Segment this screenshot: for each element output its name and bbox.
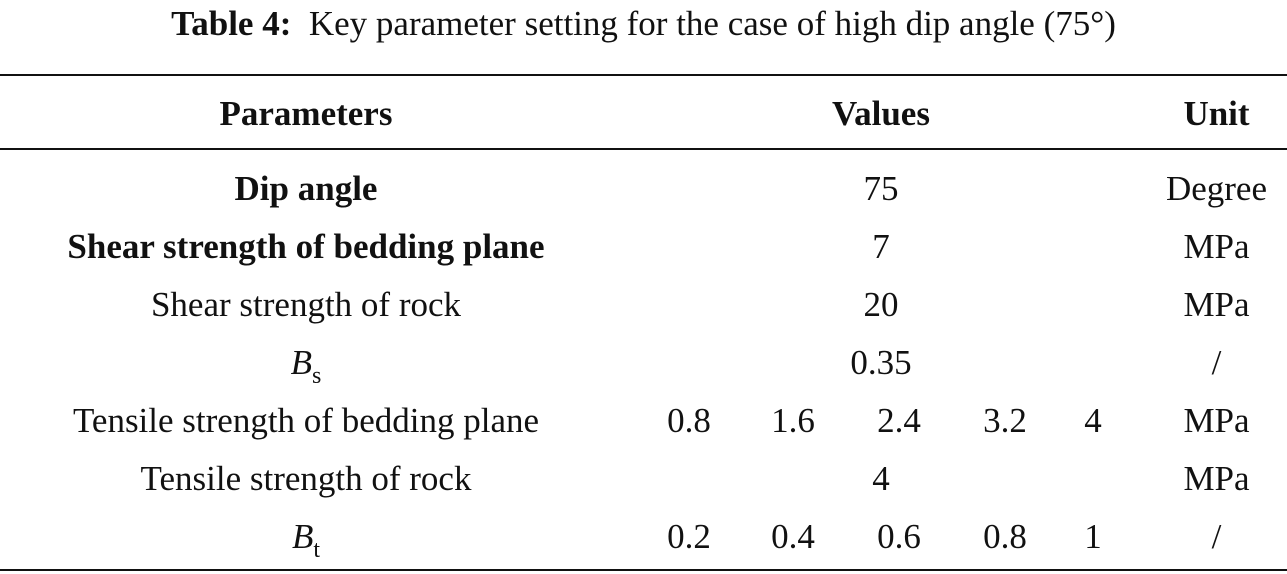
param-bs-symbol: B: [290, 343, 313, 382]
value-bt-3: 0.6: [877, 517, 921, 556]
header-rule: [0, 148, 1287, 150]
param-bs-subscript: s: [312, 363, 322, 389]
top-rule: [0, 74, 1287, 76]
param-shear-strength-rock: Shear strength of rock: [150, 285, 462, 324]
unit-bt: /: [1211, 517, 1222, 556]
value-tensile-bedding-4: 3.2: [983, 401, 1027, 440]
value-tensile-strength-rock: 4: [872, 459, 890, 498]
table-caption: Table 4: Key parameter setting for the c…: [0, 4, 1287, 44]
param-bt: Bt: [0, 517, 612, 563]
header-parameters: Parameters: [219, 94, 393, 133]
unit-tensile-strength-bedding: MPa: [1183, 401, 1250, 440]
value-bt-1: 0.2: [667, 517, 711, 556]
param-bs: Bs: [0, 343, 612, 389]
header-values: Values: [832, 94, 930, 133]
unit-shear-strength-rock: MPa: [1183, 285, 1250, 324]
value-shear-strength-bedding: 7: [872, 227, 890, 266]
param-dip-angle: Dip angle: [234, 169, 378, 208]
unit-dip-angle: Degree: [1165, 169, 1268, 208]
value-tensile-bedding-2: 1.6: [771, 401, 815, 440]
value-shear-strength-rock: 20: [863, 285, 899, 324]
param-bt-symbol: B: [291, 517, 314, 556]
value-tensile-bedding-1: 0.8: [667, 401, 711, 440]
param-bt-subscript: t: [313, 537, 321, 563]
value-bt-4: 0.8: [983, 517, 1027, 556]
unit-tensile-strength-rock: MPa: [1183, 459, 1250, 498]
header-unit: Unit: [1183, 94, 1250, 133]
value-tensile-bedding-3: 2.4: [877, 401, 921, 440]
value-bt-2: 0.4: [771, 517, 815, 556]
value-dip-angle: 75: [863, 169, 899, 208]
param-tensile-strength-bedding: Tensile strength of bedding plane: [72, 401, 540, 440]
caption-label: Table 4:: [171, 4, 292, 43]
value-bt-5: 1: [1084, 517, 1102, 556]
value-tensile-bedding-5: 4: [1084, 401, 1102, 440]
unit-bs: /: [1211, 343, 1222, 382]
param-tensile-strength-rock: Tensile strength of rock: [140, 459, 472, 498]
param-shear-strength-bedding: Shear strength of bedding plane: [67, 227, 545, 266]
unit-shear-strength-bedding: MPa: [1183, 227, 1250, 266]
caption-text: Key parameter setting for the case of hi…: [308, 4, 1116, 43]
value-bs: 0.35: [850, 343, 912, 382]
bottom-rule: [0, 569, 1287, 571]
